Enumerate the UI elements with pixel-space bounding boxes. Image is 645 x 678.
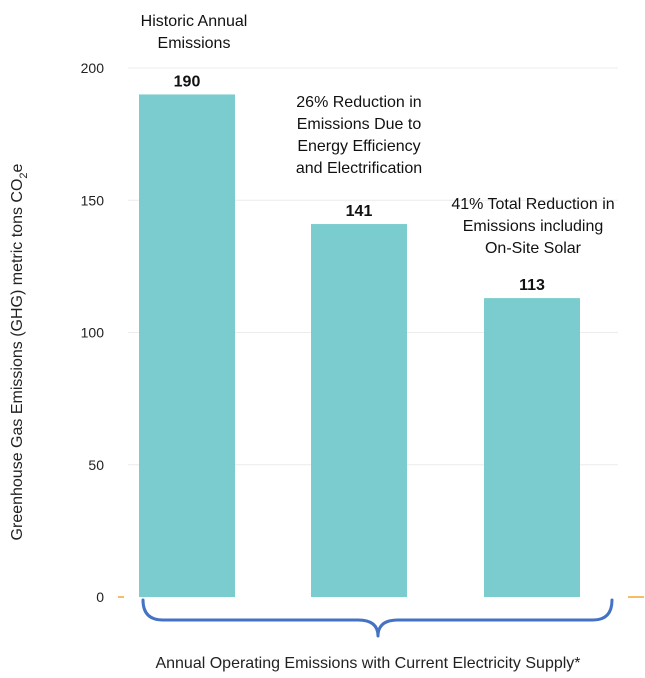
annotation-line: 41% Total Reduction in	[451, 196, 614, 213]
bars	[139, 94, 580, 597]
data-labels: 190 141 113	[174, 73, 545, 294]
annotation-line: 26% Reduction in	[296, 94, 421, 111]
bar	[484, 298, 580, 597]
y-tick-label: 100	[81, 325, 105, 341]
y-axis-title-subscript: 2	[18, 172, 30, 178]
annotation-line: Energy Efficiency	[297, 138, 420, 155]
bar	[139, 94, 235, 597]
annotation-line: Emissions Due to	[297, 116, 422, 133]
y-tick-label: 200	[81, 60, 105, 76]
data-label: 190	[174, 73, 201, 90]
annotation: Historic Annual Emissions	[141, 13, 248, 52]
annotation: 41% Total Reduction in Emissions includin…	[451, 196, 614, 257]
y-axis-title: Greenhouse Gas Emissions (GHG) metric to…	[9, 163, 30, 540]
annotation-line: Emissions including	[463, 218, 604, 235]
data-label: 113	[519, 277, 545, 294]
y-tick-label: 50	[88, 457, 104, 473]
annotation-line: Historic Annual	[141, 13, 248, 30]
y-axis-title-suffix: e	[9, 163, 26, 172]
data-label: 141	[346, 203, 373, 220]
y-axis-title-main: Greenhouse Gas Emissions (GHG) metric to…	[9, 179, 26, 541]
x-brace	[141, 598, 614, 638]
y-tick-label: 0	[96, 589, 104, 605]
bar	[311, 224, 407, 597]
y-tick-label: 150	[81, 192, 105, 208]
annotation-line: Emissions	[158, 35, 231, 52]
annotations: Historic Annual Emissions 26% Reduction in…	[141, 13, 615, 257]
annotation-line: On-Site Solar	[485, 240, 582, 257]
x-axis-title: Annual Operating Emissions with Current …	[155, 655, 580, 672]
brace	[141, 598, 614, 638]
y-axis-ticks: 0 50 100 150 200	[81, 60, 105, 605]
annotation-line: and Electrification	[296, 160, 422, 177]
annotation: 26% Reduction in Emissions Due to Energy E…	[296, 94, 422, 177]
